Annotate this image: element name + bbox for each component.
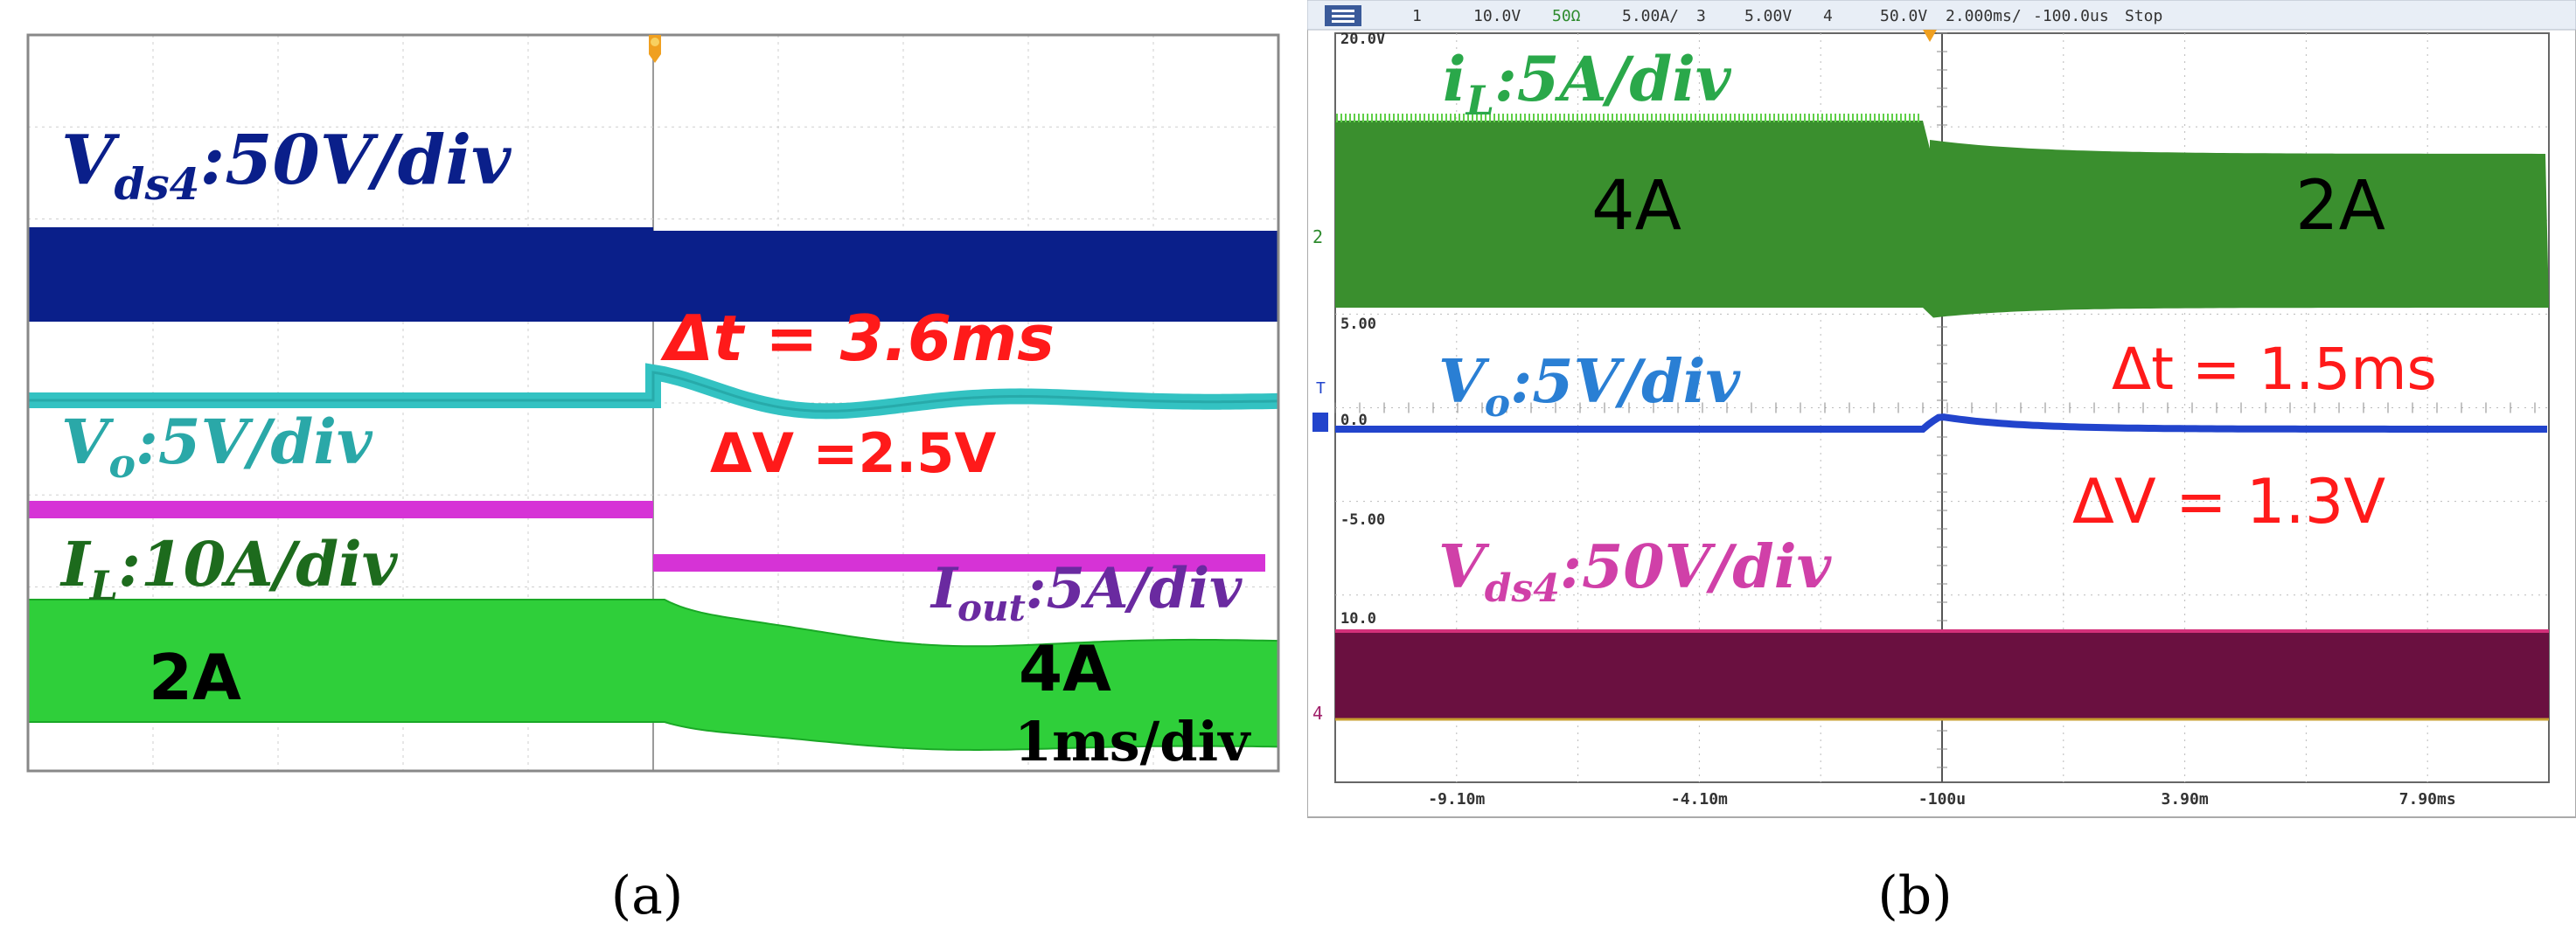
status-item: 10.0V [1473, 7, 1521, 25]
delta-t-b: Δt = 1.5ms [2112, 336, 2437, 403]
x-tick-label: -9.10m [1428, 790, 1485, 809]
trace-vds4-a-after [653, 231, 1278, 322]
label-vds4-a: Vds4:50V/div [61, 121, 512, 210]
status-item: 4 [1823, 7, 1833, 25]
delta-v-b: ΔV = 1.3V [2072, 466, 2385, 538]
y-tick-label: 5.00 [1340, 316, 1376, 333]
step-after-b: 2A [2295, 167, 2385, 246]
chart-a: Vds4:50V/div Vo:5V/div IL:10A/div Iout:5… [26, 33, 1280, 927]
trigger-marker-b [1923, 30, 1937, 42]
trigger-marker-a [649, 35, 661, 63]
x-tick-label: 3.90m [2162, 790, 2209, 809]
y-tick-labels-b: 20.0V 5.00 0.0 -5.00 10.0 [1340, 31, 1385, 628]
panel-label-b: (b) [1877, 865, 1952, 927]
step-after-a: 4A [1019, 632, 1111, 705]
y-tick-label: -5.00 [1340, 511, 1385, 529]
x-tick-label: -100u [1918, 790, 1966, 809]
step-before-a: 2A [149, 641, 241, 714]
y-tick-label: 10.0 [1340, 610, 1376, 628]
svg-text:4: 4 [1312, 703, 1323, 724]
chart-b: 1 10.0V 50Ω 5.00A/3 5.00V 4 50.0V 2.000ms/ -100.… [1307, 0, 2576, 927]
label-il-b: iL:5A/div [1443, 43, 1732, 124]
status-item: Stop [2125, 7, 2162, 25]
status-item: 3 [1696, 7, 1706, 25]
traces-a [27, 227, 1279, 751]
status-bar-b: 1 10.0V 50Ω 5.00A/3 5.00V 4 50.0V 2.000ms/ -100.… [1307, 0, 2576, 31]
status-item: 5.00A/ [1622, 7, 1679, 25]
trace-vds4-a [28, 227, 653, 322]
time-div-a: 1ms/div [1014, 710, 1251, 774]
x-tick-label: -4.10m [1671, 790, 1728, 809]
panel-label-a: (a) [611, 865, 684, 927]
svg-text:2: 2 [1312, 226, 1323, 247]
y-tick-label: 0.0 [1340, 412, 1368, 429]
traces-b [1335, 114, 2549, 721]
status-item: 5.00V [1744, 7, 1792, 25]
delta-t-a: Δt = 3.6ms [660, 302, 1055, 375]
label-il-a: IL:10A/div [59, 528, 399, 609]
trace-iout-a-before [28, 501, 653, 518]
status-item: 2.000ms/ [1946, 7, 2022, 25]
trace-il-b [1335, 121, 2549, 318]
step-before-b: 4A [1591, 167, 1681, 246]
label-vds4-b: Vds4:50V/div [1438, 532, 1833, 611]
trace-vo-b [1335, 413, 2547, 433]
trace-vds4-b [1335, 629, 2549, 720]
status-item: 50.0V [1880, 7, 1927, 25]
x-tick-label: 7.90ms [2399, 790, 2456, 809]
delta-v-a: ΔV =2.5V [710, 421, 996, 485]
label-vo-b: Vo:5V/div [1438, 347, 1742, 426]
label-vo-a: Vo:5V/div [61, 406, 373, 487]
label-iout-a: Iout:5A/div [929, 556, 1243, 629]
trace-il-a [28, 600, 1278, 750]
trace-iout-a-after [653, 554, 1265, 572]
channel-markers-b: 2 T 4 [1312, 226, 1328, 724]
status-item: 1 [1412, 7, 1422, 25]
svg-text:T: T [1316, 379, 1326, 398]
status-item: -100.0us [2033, 7, 2109, 25]
y-tick-label: 20.0V [1340, 31, 1385, 48]
status-item: 50Ω [1552, 7, 1581, 25]
x-tick-labels-b: -9.10m -4.10m -100u 3.90m 7.90ms [1428, 790, 2455, 809]
